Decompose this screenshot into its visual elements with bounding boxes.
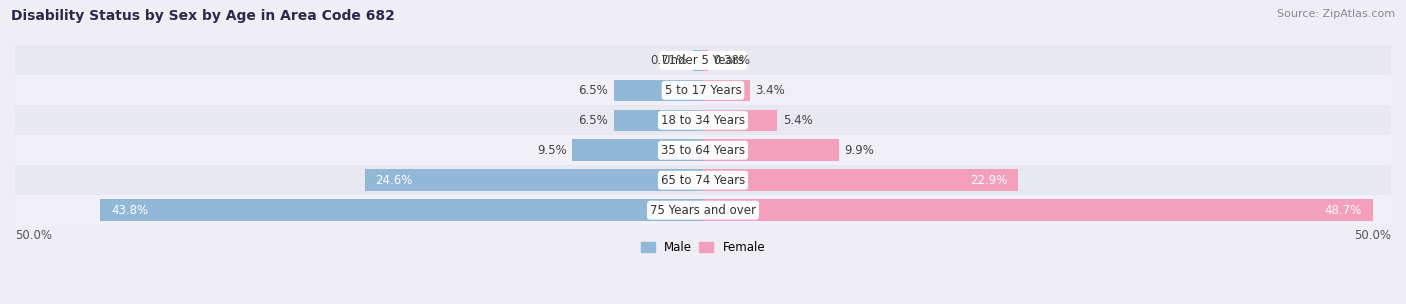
Bar bbox=[15, 75, 1391, 105]
Bar bbox=[703, 80, 749, 101]
Bar bbox=[15, 45, 1391, 75]
Text: 48.7%: 48.7% bbox=[1324, 204, 1362, 217]
Text: 6.5%: 6.5% bbox=[578, 84, 607, 97]
Text: 50.0%: 50.0% bbox=[15, 229, 52, 242]
Text: 5 to 17 Years: 5 to 17 Years bbox=[665, 84, 741, 97]
Text: 18 to 34 Years: 18 to 34 Years bbox=[661, 114, 745, 127]
Text: Under 5 Years: Under 5 Years bbox=[662, 54, 744, 67]
Bar bbox=[703, 169, 1018, 191]
Bar bbox=[15, 105, 1391, 135]
Bar bbox=[703, 199, 1374, 221]
Bar bbox=[572, 140, 703, 161]
Text: 65 to 74 Years: 65 to 74 Years bbox=[661, 174, 745, 187]
Bar bbox=[364, 169, 703, 191]
Text: 0.38%: 0.38% bbox=[714, 54, 751, 67]
Bar bbox=[613, 109, 703, 131]
Text: 5.4%: 5.4% bbox=[783, 114, 813, 127]
Bar bbox=[100, 199, 703, 221]
Legend: Male, Female: Male, Female bbox=[636, 237, 770, 259]
Text: 22.9%: 22.9% bbox=[970, 174, 1007, 187]
Bar bbox=[15, 135, 1391, 165]
Text: 9.9%: 9.9% bbox=[845, 144, 875, 157]
Bar bbox=[613, 80, 703, 101]
Bar bbox=[703, 50, 709, 71]
Text: 3.4%: 3.4% bbox=[755, 84, 785, 97]
Text: 35 to 64 Years: 35 to 64 Years bbox=[661, 144, 745, 157]
Text: Disability Status by Sex by Age in Area Code 682: Disability Status by Sex by Age in Area … bbox=[11, 9, 395, 23]
Text: Source: ZipAtlas.com: Source: ZipAtlas.com bbox=[1277, 9, 1395, 19]
Text: 9.5%: 9.5% bbox=[537, 144, 567, 157]
Text: 75 Years and over: 75 Years and over bbox=[650, 204, 756, 217]
Bar bbox=[703, 140, 839, 161]
Text: 24.6%: 24.6% bbox=[375, 174, 413, 187]
Text: 0.71%: 0.71% bbox=[651, 54, 688, 67]
Text: 50.0%: 50.0% bbox=[1354, 229, 1391, 242]
Bar bbox=[15, 195, 1391, 225]
Text: 43.8%: 43.8% bbox=[111, 204, 149, 217]
Bar bbox=[15, 165, 1391, 195]
Text: 6.5%: 6.5% bbox=[578, 114, 607, 127]
Bar bbox=[693, 50, 703, 71]
Bar bbox=[703, 109, 778, 131]
